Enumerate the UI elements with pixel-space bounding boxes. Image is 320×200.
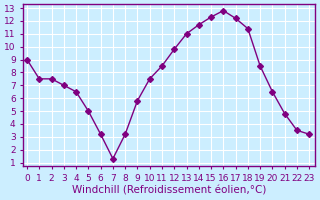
X-axis label: Windchill (Refroidissement éolien,°C): Windchill (Refroidissement éolien,°C) [72, 186, 267, 196]
